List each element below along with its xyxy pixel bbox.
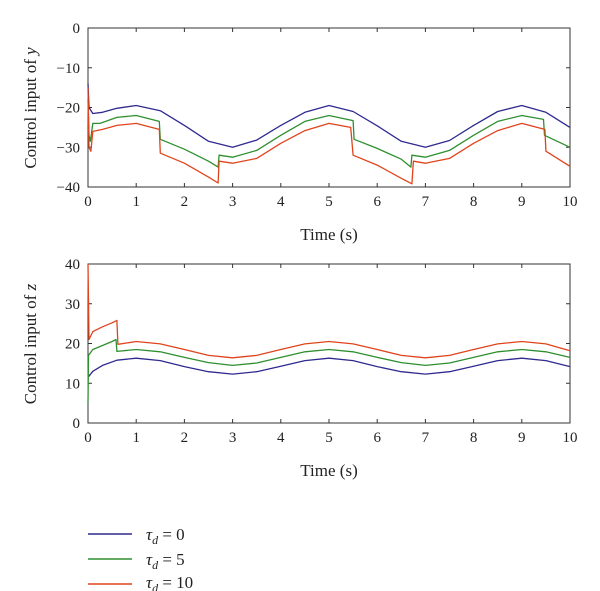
x-tick-label: 10: [563, 194, 578, 210]
legend-label: τd = 10: [146, 573, 193, 591]
series-group: [87, 83, 571, 185]
x-tick-label: 4: [277, 430, 285, 446]
y-tick-label: −10: [57, 61, 80, 77]
y-axis-label-variable: y: [21, 47, 40, 57]
y-tick-label: 40: [65, 257, 80, 273]
x-tick-label: 2: [181, 194, 189, 210]
x-tick-label: 8: [470, 430, 478, 446]
x-tick-label: 10: [563, 430, 578, 446]
series-line-1: [87, 83, 571, 148]
y-tick-label: 0: [73, 21, 81, 37]
y-tick-label: 10: [65, 376, 80, 392]
x-tick-label: 4: [277, 194, 285, 210]
x-axis-label: Time (s): [300, 225, 357, 244]
y-axis-label-main: Control input of: [21, 55, 40, 169]
chart-panel-z: 0 1 2 3 4 5 6 7 8 9 10 0 10 20 30 40 Time (s) Control i…: [21, 257, 578, 480]
chart-panel-y: 0 1 2 3 4 5 6 7 8 9 10 −40 −30 −20 −10 0 Time (s) Contr…: [21, 21, 578, 244]
x-tick-label: 0: [84, 430, 92, 446]
tick-marks: [87, 263, 571, 424]
y-axis-label: Control input of y: [21, 47, 40, 169]
x-tick-label: 3: [229, 430, 237, 446]
series-line-3: [87, 263, 571, 359]
legend-item: τd = 5: [88, 550, 185, 572]
x-tick-label: 5: [325, 194, 333, 210]
x-tick-label: 8: [470, 194, 478, 210]
x-tick-label: 0: [84, 194, 92, 210]
y-tick-label: 20: [65, 337, 80, 353]
x-tick-label: 1: [132, 430, 140, 446]
legend-label: τd = 0: [146, 525, 185, 547]
x-tick-label: 7: [422, 194, 430, 210]
x-axis-label: Time (s): [300, 461, 357, 480]
y-tick-label: 0: [73, 416, 81, 432]
y-axis-label-main: Control input of: [21, 290, 40, 404]
x-tick-label: 7: [422, 430, 430, 446]
tick-labels: 0 1 2 3 4 5 6 7 8 9 10 −40 −30 −20 −10 0: [57, 21, 578, 210]
y-axis-label: Control input of z: [21, 283, 40, 404]
y-tick-label: 30: [65, 297, 80, 313]
legend-item: τd = 0: [88, 525, 185, 547]
tick-marks: [87, 27, 571, 188]
y-tick-label: −20: [57, 101, 80, 117]
plot-frame: [87, 27, 571, 188]
y-axis-label-variable: z: [21, 283, 40, 291]
tick-labels: 0 1 2 3 4 5 6 7 8 9 10 0 10 20 30 40: [65, 257, 578, 446]
legend-item: τd = 10: [88, 573, 193, 591]
x-tick-label: 9: [518, 430, 526, 446]
x-tick-label: 6: [373, 194, 381, 210]
x-tick-label: 5: [325, 430, 333, 446]
y-tick-label: −40: [57, 180, 80, 196]
series-line-2: [87, 99, 571, 168]
legend: τd = 0 τd = 5 τd = 10: [88, 525, 193, 591]
series-line-2: [87, 338, 571, 404]
x-tick-label: 6: [373, 430, 381, 446]
series-group: [87, 263, 571, 404]
legend-label: τd = 5: [146, 550, 185, 572]
series-line-1: [87, 357, 571, 378]
x-tick-label: 9: [518, 194, 526, 210]
series-line-3: [87, 87, 571, 185]
x-tick-label: 1: [132, 194, 140, 210]
y-tick-label: −30: [57, 140, 80, 156]
x-tick-label: 2: [181, 430, 189, 446]
x-tick-label: 3: [229, 194, 237, 210]
